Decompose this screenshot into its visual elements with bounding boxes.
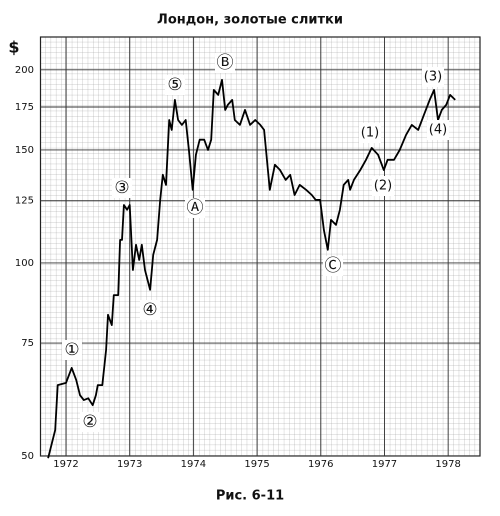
y-tick-label: 75 xyxy=(21,338,34,349)
x-tick-label: 1976 xyxy=(308,459,333,470)
wave-label: ③ xyxy=(114,178,129,198)
wave-label: Ⓒ xyxy=(325,256,342,276)
x-tick-label: 1973 xyxy=(117,459,142,470)
wave-label: (3) xyxy=(424,70,442,85)
annotation-bg xyxy=(323,256,343,276)
annotation-bg xyxy=(372,176,394,196)
wave-label: (2) xyxy=(374,179,392,194)
annotation-bg xyxy=(112,178,132,198)
annotation-bg xyxy=(215,53,235,73)
annotation-bg xyxy=(359,123,381,143)
y-tick-label: 200 xyxy=(15,65,34,76)
x-tick-label: 1977 xyxy=(372,459,397,470)
y-tick-label: 125 xyxy=(15,196,34,207)
x-tick-label: 1972 xyxy=(53,459,78,470)
y-tick-label: 100 xyxy=(15,258,34,269)
wave-label: ④ xyxy=(142,300,157,320)
wave-label: ① xyxy=(64,340,79,360)
y-axis-label: $ xyxy=(8,38,19,57)
x-tick-label: 1975 xyxy=(244,459,269,470)
annotation-bg xyxy=(185,198,205,218)
plot-area xyxy=(39,36,481,457)
wave-label: Ⓐ xyxy=(187,198,204,218)
annotation-bg xyxy=(62,340,82,360)
wave-label: (1) xyxy=(361,126,379,141)
annotation-bg xyxy=(140,300,160,320)
y-tick-label: 175 xyxy=(15,102,34,113)
x-tick-label: 1974 xyxy=(181,459,206,470)
wave-label: Ⓑ xyxy=(217,53,234,73)
annotation-bg xyxy=(422,67,444,87)
annotation-bg xyxy=(427,120,449,140)
annotation-bg xyxy=(80,412,100,432)
x-tick-label: 1978 xyxy=(435,459,460,470)
chart-title: Лондон, золотые слитки xyxy=(157,13,343,28)
wave-label: ⑤ xyxy=(167,75,182,95)
price-line xyxy=(47,79,456,459)
caption: Рис. 6-11 xyxy=(216,489,284,504)
y-tick-label: 50 xyxy=(21,451,34,462)
annotation-bg xyxy=(165,75,185,95)
wave-label: ② xyxy=(82,412,97,432)
wave-label: (4) xyxy=(429,123,447,138)
y-tick-label: 150 xyxy=(15,145,34,156)
